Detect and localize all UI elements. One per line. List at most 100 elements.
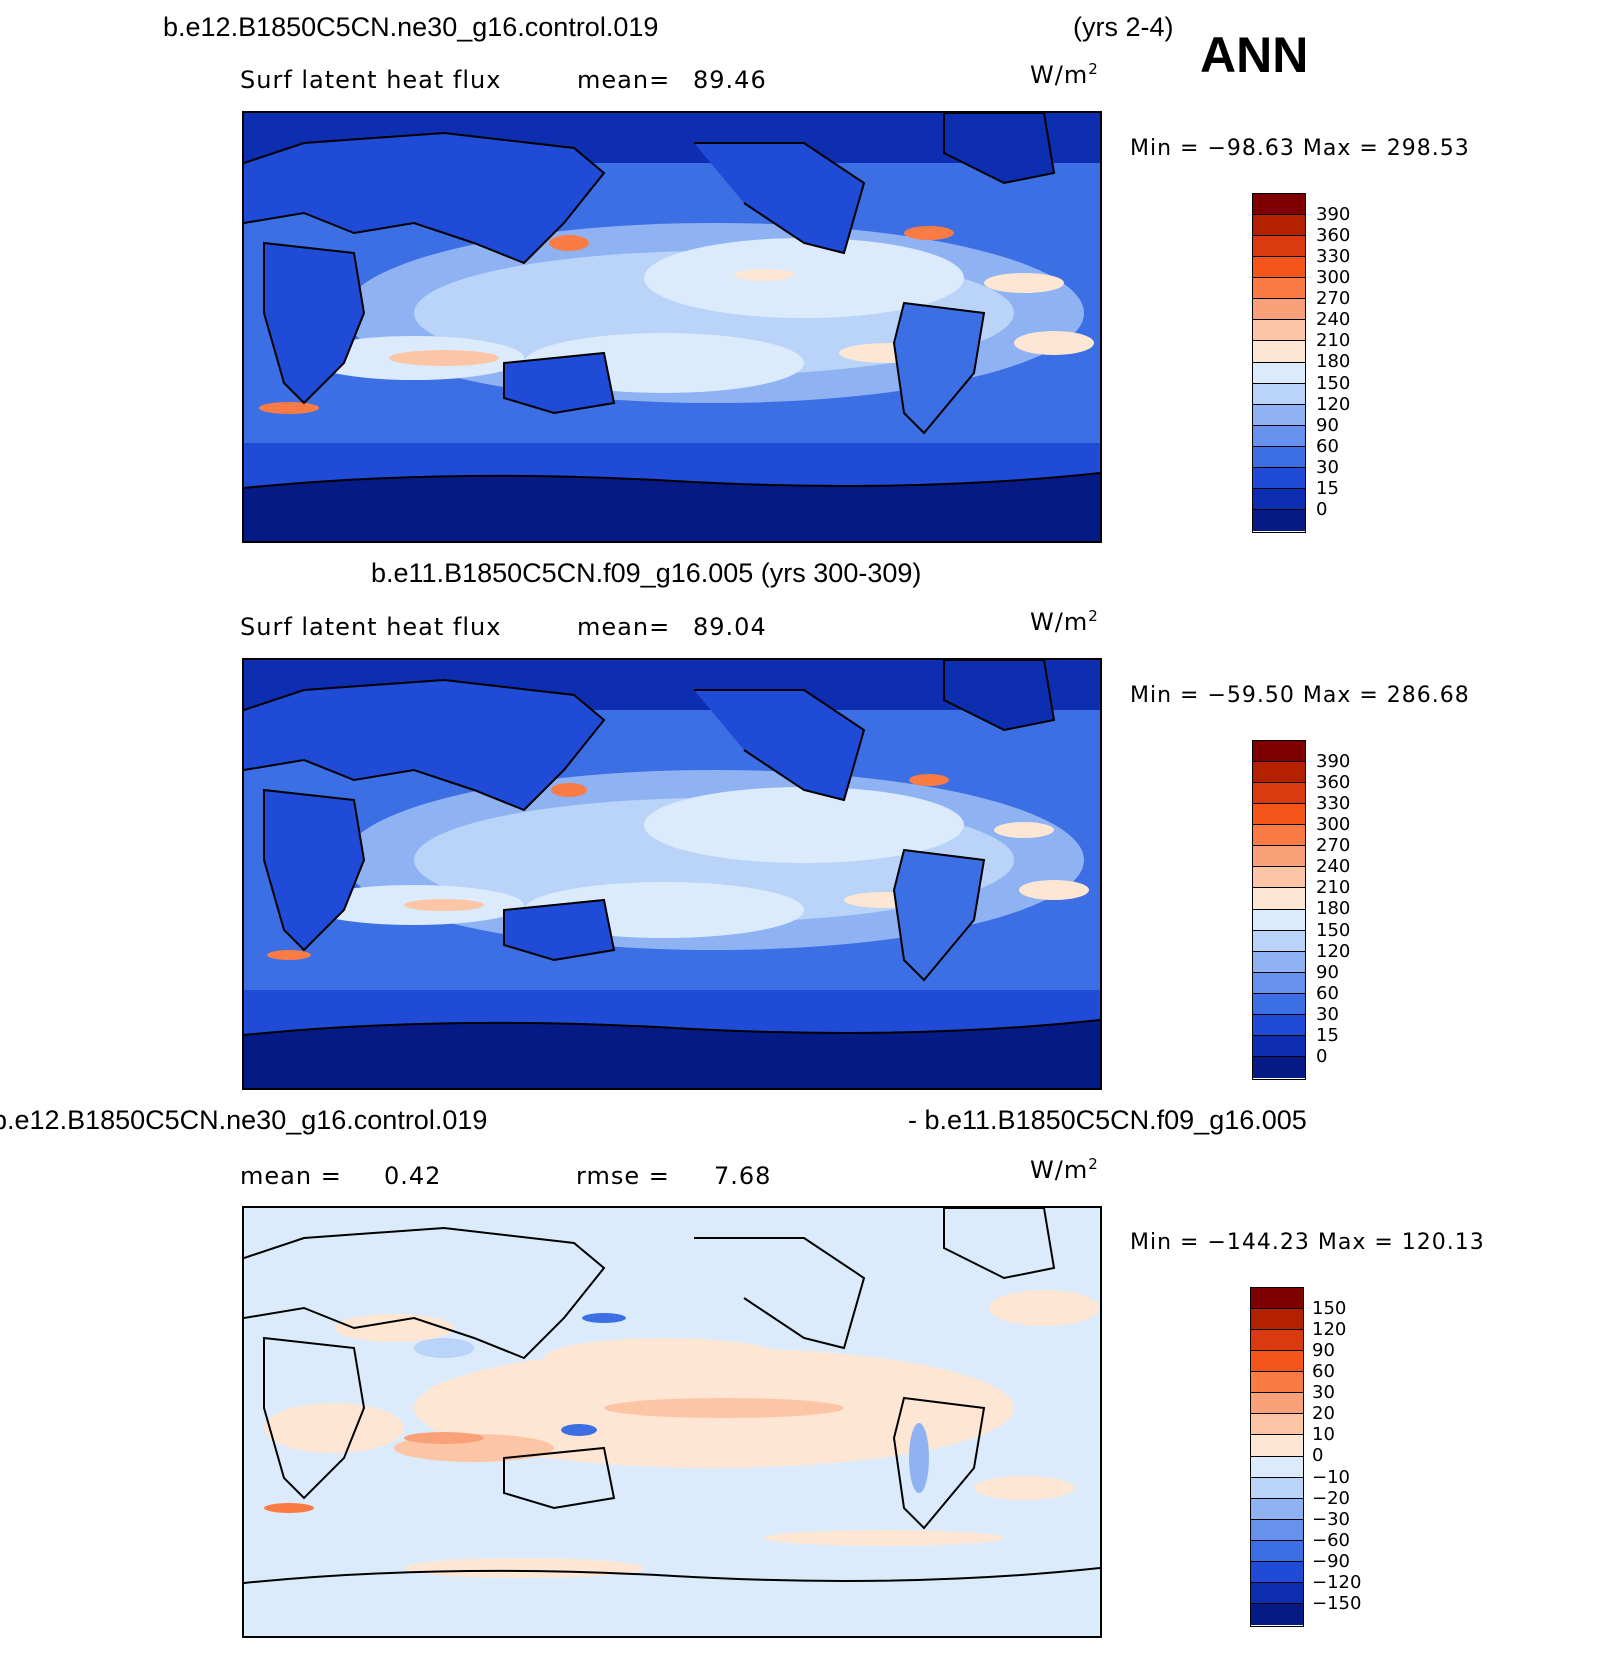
panel2-colorbar-swatch: [1253, 1035, 1305, 1057]
panel3-colorbar-tick-label: 10: [1312, 1424, 1335, 1446]
panel1-colorbar-swatch: [1253, 341, 1305, 363]
panel1-colorbar-swatch: [1253, 194, 1305, 216]
panel1-colorbar-tick-label: 0: [1316, 498, 1328, 520]
panel2-mean-value: 89.04: [693, 613, 767, 641]
panel2-colorbar-tick-label: 15: [1316, 1024, 1339, 1046]
panel3-colorbar-tick-label: 30: [1312, 1382, 1335, 1404]
panel3-colorbar-swatch: [1251, 1309, 1303, 1331]
panel3-colorbar-swatch: [1251, 1414, 1303, 1436]
panel2-colorbar-tick-label: 210: [1316, 877, 1351, 899]
panel3-colorbar: [1250, 1287, 1304, 1627]
panel3-colorbar-tick-label: −10: [1312, 1466, 1350, 1488]
panel1-colorbar-swatch: [1253, 509, 1305, 531]
panel2-colorbar-swatch: [1253, 888, 1305, 910]
panel2-colorbar: [1252, 740, 1306, 1080]
panel1-colorbar-swatch: [1253, 278, 1305, 300]
panel1-colorbar-tick-label: 30: [1316, 456, 1339, 478]
panel3-colorbar-swatch: [1251, 1456, 1303, 1478]
panel1-colorbar-swatch: [1253, 257, 1305, 279]
panel1-colorbar-swatch: [1253, 488, 1305, 510]
panel3-colorbar-tick-label: −90: [1312, 1550, 1350, 1572]
panel2-colorbar-swatch: [1253, 783, 1305, 805]
panel3-colorbar-swatch: [1251, 1288, 1303, 1310]
panel1-variable: Surf latent heat flux: [240, 66, 502, 94]
panel1-colorbar-tick-label: 360: [1316, 225, 1351, 247]
panel3-mean-value: 0.42: [384, 1162, 442, 1190]
panel3-colorbar-swatch: [1251, 1351, 1303, 1373]
panel3-colorbar-swatch: [1251, 1372, 1303, 1394]
panel3-colorbar-tick-label: −30: [1312, 1508, 1350, 1530]
panel1-colorbar-tick-label: 180: [1316, 351, 1351, 373]
panel3-left-title: b.e12.B1850C5CN.ne30_g16.control.019: [0, 1105, 488, 1135]
panel2-colorbar-tick-label: 300: [1316, 814, 1351, 836]
panel2-colorbar-tick-label: 0: [1316, 1045, 1328, 1067]
panel2-colorbar-swatch: [1253, 993, 1305, 1015]
panel1-colorbar-swatch: [1253, 362, 1305, 384]
panel1-map-field: [244, 113, 1100, 541]
panel1-colorbar-swatch: [1253, 383, 1305, 405]
panel1-colorbar-tick-label: 210: [1316, 330, 1351, 352]
panel2-colorbar-tick-label: 330: [1316, 793, 1351, 815]
panel3-units: W/m2: [1030, 1155, 1099, 1184]
panel2-colorbar-tick-label: 120: [1316, 940, 1351, 962]
panel3-colorbar-swatch: [1251, 1519, 1303, 1541]
panel3-rmse-label: rmse =: [576, 1162, 670, 1190]
panel1-colorbar-tick-label: 270: [1316, 288, 1351, 310]
panel1-colorbar-tick-label: 150: [1316, 372, 1351, 394]
panel1-colorbar-tick-label: 60: [1316, 435, 1339, 457]
panel1-colorbar-tick-label: 90: [1316, 414, 1339, 436]
panel3-colorbar-swatch: [1251, 1561, 1303, 1583]
panel3-colorbar-tick-label: 20: [1312, 1403, 1335, 1425]
panel3-colorbar-tick-label: 120: [1312, 1319, 1347, 1341]
panel1-colorbar: [1252, 193, 1306, 533]
panel2-colorbar-swatch: [1253, 762, 1305, 784]
panel1-case-title: b.e12.B1850C5CN.ne30_g16.control.019: [163, 12, 659, 42]
panel1-colorbar-swatch: [1253, 446, 1305, 468]
panel2-colorbar-tick-label: 90: [1316, 961, 1339, 983]
panel2-colorbar-tick-label: 180: [1316, 898, 1351, 920]
panel2-units: W/m2: [1030, 607, 1099, 636]
panel3-mean-label: mean =: [240, 1162, 342, 1190]
panel1-mean-value: 89.46: [693, 66, 767, 94]
season-label: ANN: [1200, 27, 1309, 83]
panel2-colorbar-tick-label: 270: [1316, 835, 1351, 857]
panel2-colorbar-swatch: [1253, 846, 1305, 868]
panel1-colorbar-swatch: [1253, 299, 1305, 321]
panel3-colorbar-tick-label: −20: [1312, 1487, 1350, 1509]
panel2-colorbar-tick-label: 30: [1316, 1003, 1339, 1025]
panel2-colorbar-tick-label: 360: [1316, 772, 1351, 794]
panel3-map-field: [244, 1208, 1100, 1636]
panel3-minmax: Min = −144.23 Max = 120.13: [1130, 1230, 1485, 1255]
panel1-map: [242, 111, 1102, 543]
panel2-case-title: b.e11.B1850C5CN.f09_g16.005 (yrs 300-309…: [371, 558, 922, 588]
panel2-colorbar-tick-label: 150: [1316, 919, 1351, 941]
panel2-colorbar-tick-label: 390: [1316, 751, 1351, 772]
panel1-colorbar-tick-label: 240: [1316, 309, 1351, 331]
panel2-variable: Surf latent heat flux: [240, 613, 502, 641]
panel2-colorbar-swatch: [1253, 1014, 1305, 1036]
panel3-colorbar-tick-label: 0: [1312, 1445, 1324, 1467]
panel3-colorbar-swatch: [1251, 1477, 1303, 1499]
panel1-colorbar-swatch: [1253, 320, 1305, 342]
panel3-colorbar-swatch: [1251, 1603, 1303, 1625]
panel3-colorbar-swatch: [1251, 1330, 1303, 1352]
panel2-map: [242, 658, 1102, 1090]
panel1-mean-label: mean=: [577, 66, 671, 94]
panel2-map-field: [244, 660, 1100, 1088]
panel3-colorbar-swatch: [1251, 1435, 1303, 1457]
panel3-colorbar-tick-label: −60: [1312, 1529, 1350, 1551]
panel1-colorbar-tick-label: 15: [1316, 477, 1339, 499]
panel2-mean-label: mean=: [577, 613, 671, 641]
panel3-colorbar-swatch: [1251, 1393, 1303, 1415]
panel2-colorbar-swatch: [1253, 804, 1305, 826]
panel3-map: [242, 1206, 1102, 1638]
panel1-colorbar-swatch: [1253, 215, 1305, 237]
panel2-colorbar-swatch: [1253, 741, 1305, 763]
panel3-colorbar-tick-label: −150: [1312, 1592, 1362, 1614]
panel1-colorbar-tick-label: 120: [1316, 393, 1351, 415]
panel3-right-title: - b.e11.B1850C5CN.f09_g16.005: [908, 1105, 1307, 1135]
panel2-colorbar-swatch: [1253, 909, 1305, 931]
panel3-colorbar-tick-label: −120: [1312, 1571, 1362, 1593]
panel2-colorbar-swatch: [1253, 825, 1305, 847]
panel2-colorbar-swatch: [1253, 1056, 1305, 1078]
